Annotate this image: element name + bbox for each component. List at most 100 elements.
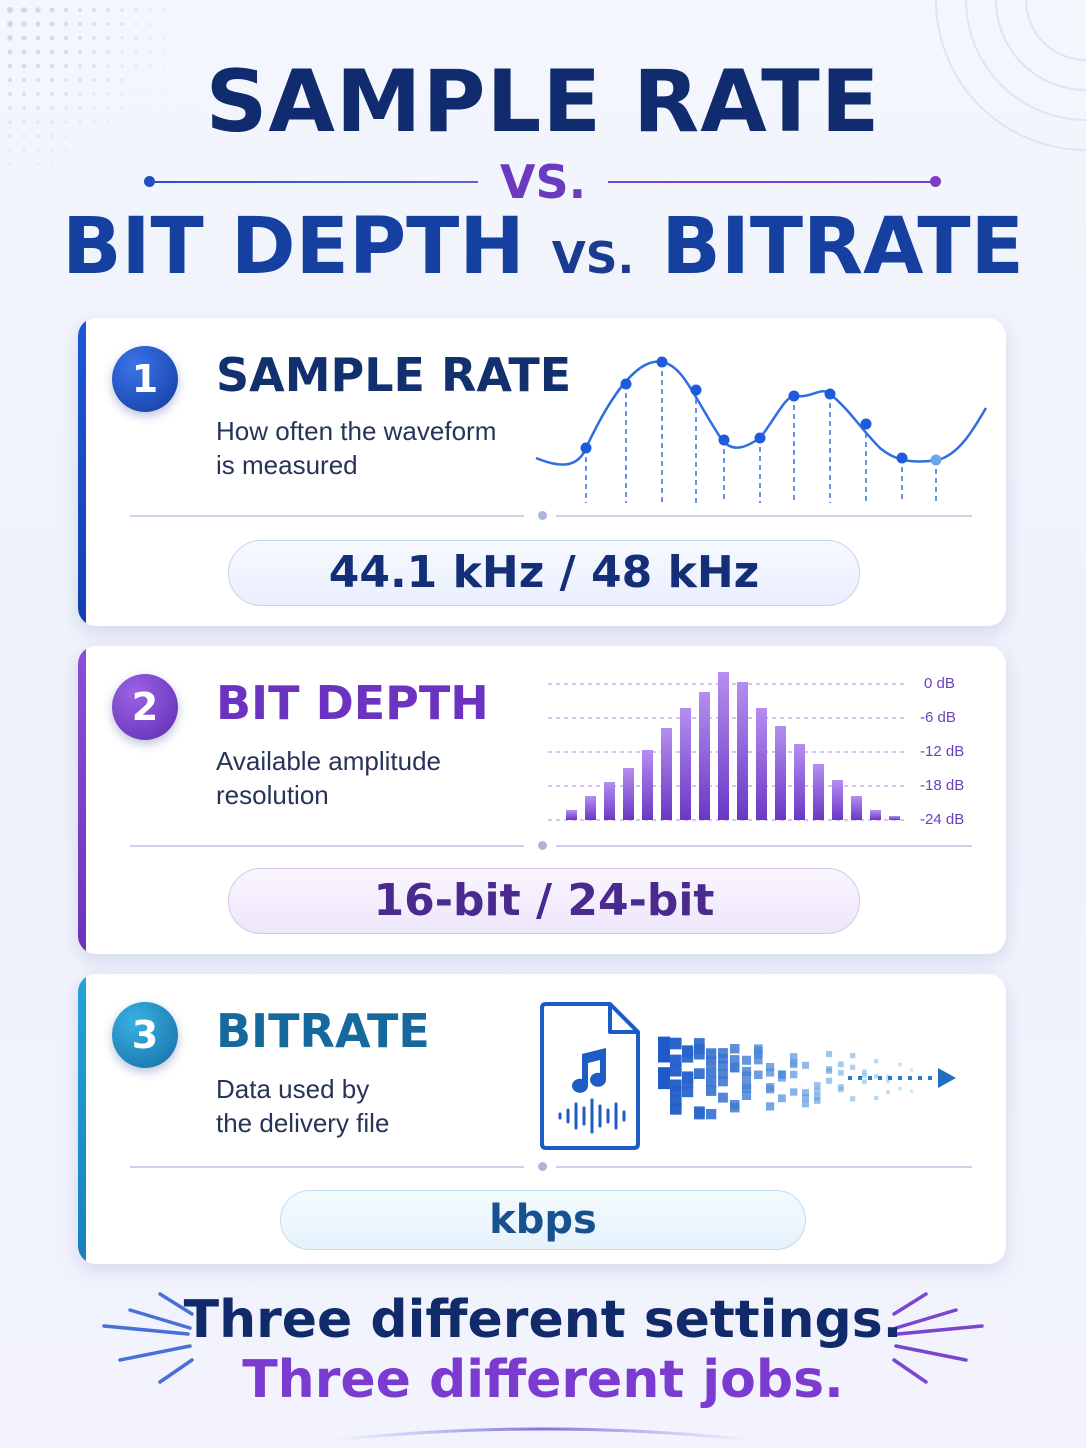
data-trail-dot bbox=[918, 1076, 922, 1080]
amplitude-bar bbox=[718, 672, 729, 820]
halftone-dot bbox=[63, 21, 69, 27]
desc-line-2: resolution bbox=[216, 780, 329, 810]
halftone-dot bbox=[6, 6, 14, 14]
card-divider-right bbox=[556, 1166, 972, 1168]
data-square bbox=[742, 1071, 752, 1081]
data-square bbox=[670, 1054, 682, 1067]
data-square bbox=[910, 1068, 914, 1072]
data-square bbox=[682, 1071, 694, 1083]
halftone-dot bbox=[106, 36, 110, 40]
card-desc-bit-depth: Available amplitude resolution bbox=[216, 744, 441, 812]
card-divider-left bbox=[130, 1166, 524, 1168]
halftone-dot bbox=[49, 35, 55, 41]
halftone-dot bbox=[148, 22, 152, 26]
halftone-dot bbox=[191, 23, 193, 25]
data-square bbox=[754, 1044, 763, 1053]
burst-lines-left bbox=[102, 1292, 194, 1384]
data-square bbox=[670, 1064, 682, 1077]
data-square bbox=[718, 1053, 728, 1064]
card-divider-right bbox=[556, 515, 972, 517]
amplitude-bars-graphic bbox=[548, 672, 904, 821]
value-pill-bitrate: kbps bbox=[280, 1190, 806, 1250]
vs-dot-left bbox=[144, 176, 155, 187]
halftone-dot bbox=[77, 7, 83, 13]
data-square bbox=[850, 1052, 856, 1059]
title-bitrate: BITRATE bbox=[661, 202, 1024, 292]
halftone-dot bbox=[7, 21, 13, 27]
amplitude-bar bbox=[623, 768, 634, 820]
footer-underline bbox=[333, 1427, 753, 1442]
data-square bbox=[910, 1089, 914, 1093]
amplitude-bar bbox=[737, 682, 748, 820]
data-square bbox=[694, 1048, 705, 1060]
halftone-dot bbox=[148, 36, 152, 40]
amplitude-bar bbox=[699, 692, 710, 820]
data-square bbox=[778, 1094, 786, 1103]
desc-line-2: is measured bbox=[216, 450, 358, 480]
halftone-dot bbox=[7, 35, 13, 41]
data-square bbox=[682, 1086, 694, 1098]
halftone-dot bbox=[92, 22, 96, 26]
vs-line-left bbox=[152, 181, 478, 183]
card-title-sample-rate: SAMPLE RATE bbox=[216, 348, 572, 402]
card-accent-bar bbox=[78, 318, 86, 626]
halftone-dot bbox=[134, 8, 138, 12]
halftone-dot bbox=[162, 36, 166, 40]
music-file-icon bbox=[540, 1002, 640, 1150]
data-square bbox=[742, 1090, 752, 1100]
data-square bbox=[766, 1063, 775, 1072]
data-square bbox=[658, 1036, 670, 1049]
card-desc-sample-rate: How often the waveform is measured bbox=[216, 414, 496, 482]
card-divider-right bbox=[556, 845, 972, 847]
halftone-dot bbox=[177, 9, 179, 11]
halftone-dot bbox=[35, 21, 41, 27]
data-square bbox=[826, 1067, 833, 1074]
title-bit-depth: BIT DEPTH bbox=[62, 202, 525, 292]
data-square bbox=[790, 1053, 798, 1061]
data-square bbox=[886, 1090, 890, 1095]
waveform-icon bbox=[558, 1098, 626, 1134]
data-square bbox=[742, 1066, 752, 1076]
desc-line-1: Data used by bbox=[216, 1074, 370, 1104]
db-label: 0 dB bbox=[924, 675, 955, 692]
burst-lines-right bbox=[892, 1292, 984, 1384]
data-trail-dot bbox=[878, 1076, 882, 1080]
data-trail-dot bbox=[848, 1076, 852, 1080]
data-square bbox=[706, 1076, 717, 1087]
halftone-dot bbox=[177, 23, 179, 25]
data-square bbox=[802, 1100, 809, 1108]
db-label: -6 dB bbox=[920, 709, 956, 726]
data-trail-dot bbox=[888, 1076, 892, 1080]
halftone-dot bbox=[120, 36, 124, 40]
data-square bbox=[814, 1097, 821, 1104]
data-square bbox=[682, 1077, 694, 1089]
data-square bbox=[802, 1094, 809, 1102]
data-square bbox=[658, 1072, 670, 1085]
data-square bbox=[862, 1079, 867, 1085]
number-badge-1: 1 bbox=[112, 346, 178, 412]
data-square bbox=[838, 1086, 844, 1093]
data-square bbox=[694, 1038, 705, 1049]
halftone-dot bbox=[191, 37, 193, 39]
data-square bbox=[802, 1089, 809, 1097]
desc-line-2: the delivery file bbox=[216, 1108, 390, 1138]
data-square bbox=[874, 1074, 879, 1079]
data-square bbox=[682, 1046, 694, 1058]
card-divider-dot bbox=[538, 841, 547, 850]
number-badge-3: 3 bbox=[112, 1002, 178, 1068]
data-square bbox=[862, 1073, 867, 1078]
data-square bbox=[802, 1061, 809, 1069]
desc-line-1: Available amplitude bbox=[216, 746, 441, 776]
card-divider-left bbox=[130, 515, 524, 517]
footer-line-1: Three different settings. bbox=[183, 1290, 903, 1350]
vs-label: VS. bbox=[499, 155, 587, 209]
data-square bbox=[790, 1070, 798, 1079]
data-square bbox=[814, 1087, 821, 1095]
db-label: -24 dB bbox=[920, 811, 965, 828]
data-square bbox=[658, 1050, 670, 1063]
data-square bbox=[718, 1076, 728, 1087]
halftone-dot bbox=[63, 35, 69, 41]
card-accent-bar bbox=[78, 974, 86, 1264]
halftone-dot bbox=[120, 22, 124, 26]
data-square bbox=[718, 1048, 728, 1058]
